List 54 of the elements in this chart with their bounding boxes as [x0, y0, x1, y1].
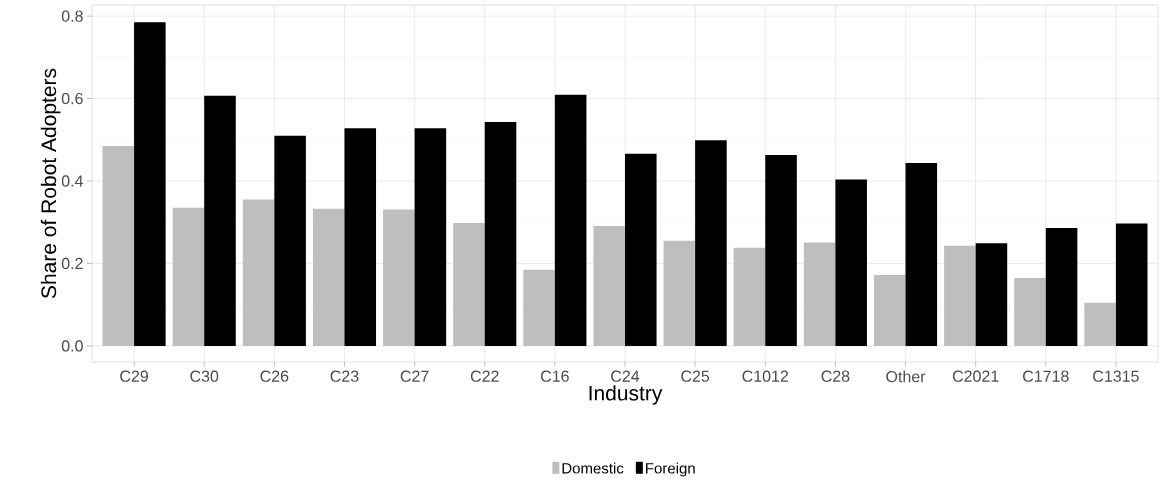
y-tick-label: 0.2: [61, 257, 83, 270]
x-tick-label: C22: [470, 370, 499, 382]
bar: [554, 94, 587, 346]
x-tick-label: C29: [120, 370, 148, 382]
x-tick-label: C27: [400, 370, 429, 382]
x-tick-label: C28: [821, 370, 850, 382]
bar: [484, 122, 517, 346]
bar: [625, 153, 657, 346]
bar: [134, 22, 166, 346]
bar: [765, 155, 797, 346]
bar: [102, 145, 135, 346]
x-tick-label: C30: [190, 370, 219, 382]
x-tick-label: C23: [330, 370, 359, 382]
bar: [905, 162, 938, 346]
bar: [663, 240, 696, 346]
y-tick-label: 0.8: [61, 10, 83, 22]
y-tick-label: 0.0: [61, 340, 83, 352]
x-tick-label: C25: [681, 370, 710, 382]
legend-label: Foreign: [646, 462, 695, 477]
bar: [1084, 302, 1116, 346]
x-tick-label: C1012: [742, 370, 789, 382]
bar: [453, 223, 485, 346]
bar: [733, 247, 766, 346]
y-tick-label: 0.6: [61, 92, 83, 105]
y-tick-label: 0.4: [61, 175, 83, 187]
bar: [975, 243, 1008, 346]
legend-label: Domestic: [562, 462, 624, 474]
x-tick-label: C16: [541, 370, 569, 382]
x-tick-label: Other: [886, 370, 926, 383]
bar: [414, 128, 447, 346]
bar: [1115, 223, 1148, 346]
bar: [1014, 277, 1046, 346]
bar: [593, 225, 625, 346]
bar: [312, 208, 345, 346]
bar: [274, 135, 306, 346]
bar: [944, 245, 976, 346]
bar: [835, 179, 867, 346]
x-tick-label: C1718: [1023, 370, 1069, 382]
x-tick-label: C2021: [952, 370, 999, 382]
bar: [344, 128, 377, 346]
bar: [172, 207, 205, 346]
bar: [204, 95, 236, 346]
y-axis-title: Share of Robot Adopters: [40, 68, 61, 299]
x-tick-label: C24: [611, 370, 640, 382]
bar: [383, 209, 415, 346]
bar: [803, 242, 836, 346]
bar: [1045, 228, 1078, 346]
x-tick-label: C26: [260, 370, 289, 382]
x-tick-label: C1315: [1093, 370, 1139, 382]
x-axis-title: Industry: [589, 385, 663, 405]
bar: [873, 275, 906, 346]
bar: [695, 140, 727, 346]
bar: [523, 269, 555, 346]
bar: [242, 199, 275, 346]
